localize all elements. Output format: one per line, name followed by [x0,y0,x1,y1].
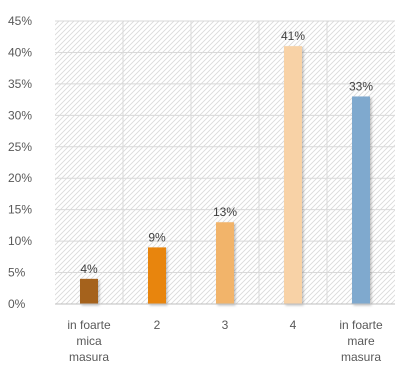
y-tick-label: 45% [8,14,32,28]
x-tick-label: 3 [222,318,229,332]
x-axis-ticks: in foarte mica masura 2 3 4 in foarte mare masur… [67,318,383,364]
bar [148,247,166,304]
bar [352,96,370,304]
y-tick-label: 15% [8,203,32,217]
y-tick-label: 10% [8,234,32,248]
y-tick-label: 40% [8,45,32,59]
y-tick-label: 20% [8,171,32,185]
data-label: 33% [349,79,373,93]
bar [284,46,302,305]
bar [216,222,234,304]
x-tick-label: 2 [154,318,161,332]
x-tick-label: 4 [290,318,297,332]
x-tick-label: in foarte mica masura [67,318,111,364]
y-tick-label: 0% [8,297,26,311]
bar [80,278,98,304]
data-labels: 4% 9% 13% 41% 33% [80,29,373,276]
y-axis-ticks: 0% 5% 10% 15% 20% 25% 30% 35% 40% 45% [8,14,32,311]
y-tick-label: 30% [8,108,32,122]
bars [80,46,370,305]
data-label: 4% [80,262,98,276]
data-label: 13% [213,205,237,219]
y-tick-label: 35% [8,77,32,91]
data-label: 41% [281,29,305,43]
data-label: 9% [148,230,166,244]
y-tick-label: 5% [8,266,26,280]
y-tick-label: 25% [8,140,32,154]
x-tick-label: in foarte mare masura [339,318,383,364]
